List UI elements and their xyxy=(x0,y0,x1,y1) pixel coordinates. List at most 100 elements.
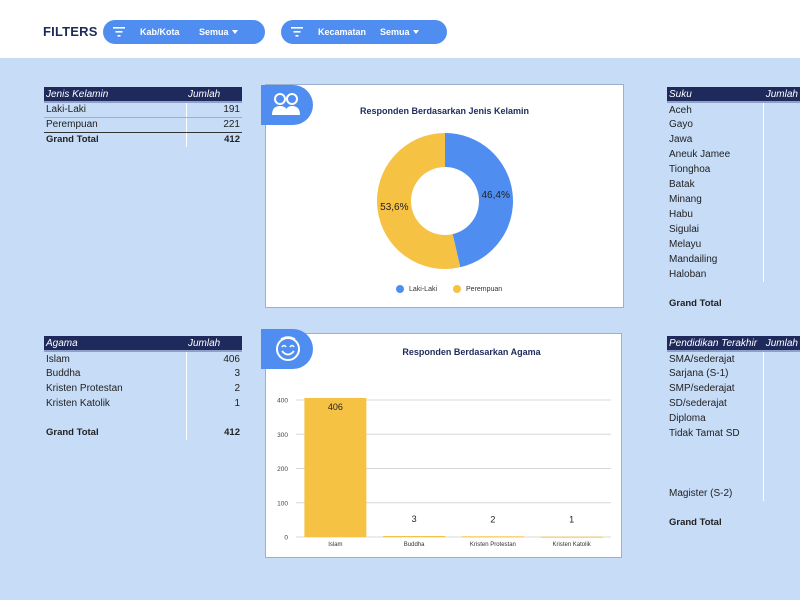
row-label: Sigulai xyxy=(669,224,700,235)
column-header[interactable]: Jumlah xyxy=(186,87,242,103)
y-tick-label: 100 xyxy=(277,500,288,507)
row-label: SMP/sederajat xyxy=(669,383,735,394)
grand-total-row: Grand Total 412 xyxy=(44,425,242,440)
chart-title: Responden Berdasarkan Jenis Kelamin xyxy=(359,106,530,116)
spacer-row xyxy=(667,501,800,515)
table-row xyxy=(667,471,800,486)
donut-slice-perempuan[interactable] xyxy=(377,133,461,269)
legend-label[interactable]: Laki-Laki xyxy=(409,285,438,293)
table-row: Sigulai xyxy=(667,222,800,237)
filter-icon xyxy=(291,27,303,37)
table-row: Perempuan 221 xyxy=(44,117,242,133)
row-value: 221 xyxy=(185,117,242,133)
row-label: Minang xyxy=(669,194,702,205)
filter-value[interactable]: Semua xyxy=(199,27,238,37)
row-label: Tidak Tamat SD xyxy=(669,428,740,439)
column-header[interactable]: Suku xyxy=(667,87,764,103)
gender-badge xyxy=(261,85,313,125)
bar-value-label: 406 xyxy=(328,402,343,412)
row-label: Haloban xyxy=(669,269,707,280)
table-row: Kristen Protestan 2 xyxy=(44,381,242,396)
table-row: Aceh xyxy=(667,102,800,117)
table-row: Aneuk Jamee xyxy=(667,147,800,162)
bar-islam[interactable] xyxy=(304,397,367,537)
x-tick-label: Buddha xyxy=(404,542,425,548)
agama-bar-chart: 0 100 200 300 400 406 Islam 3 Buddha 2 Kristen Pr… xyxy=(277,397,611,548)
bar-kristen-katolik[interactable] xyxy=(540,536,603,538)
row-label: Tionghoa xyxy=(669,164,711,175)
spacer-row xyxy=(44,411,242,425)
row-label xyxy=(667,441,764,456)
grand-total-row: Grand Total xyxy=(667,296,800,311)
table-row: Gayo xyxy=(667,117,800,132)
row-label: Kristen Katolik xyxy=(46,398,110,409)
chart-legend: Laki-Laki Perempuan xyxy=(396,285,502,293)
table-row: Islam 406 xyxy=(44,351,242,366)
gender-chart-card: Responden Berdasarkan Jenis Kelamin 46,4… xyxy=(265,84,624,308)
table-row: Laki-Laki 191 xyxy=(44,102,242,118)
column-header[interactable]: Jumlah xyxy=(763,87,800,103)
table-row xyxy=(667,441,800,456)
row-label xyxy=(667,456,764,471)
gender-table: Jenis Kelamin Jumlah Laki-Laki 191 Perem… xyxy=(44,87,242,147)
grand-total-label: Grand Total xyxy=(46,427,99,438)
x-tick-label: Kristen Protestan xyxy=(470,542,516,548)
column-header[interactable]: Jumlah xyxy=(763,336,800,352)
legend-swatch-laki-laki xyxy=(396,285,404,293)
grand-total-row: Grand Total 412 xyxy=(44,132,242,147)
table-row: Diploma xyxy=(667,411,800,426)
chevron-down-icon xyxy=(231,30,238,34)
filter-kab-kota[interactable]: Kab/Kota Semua xyxy=(103,20,265,44)
agama-badge xyxy=(261,329,313,369)
filter-name: Kab/Kota xyxy=(140,27,180,37)
donut-slice-laki-laki[interactable] xyxy=(445,133,513,268)
column-header[interactable]: Pendidikan Terakhir xyxy=(667,336,764,352)
legend-swatch-perempuan xyxy=(453,285,462,293)
x-tick-label: Islam xyxy=(328,542,342,548)
row-label: SD/sederajat xyxy=(669,398,727,409)
row-label: Sarjana (S-1) xyxy=(669,368,729,379)
row-label: Laki-Laki xyxy=(44,102,186,118)
filter-name: Kecamatan xyxy=(318,27,367,37)
row-label: SMA/sederajat xyxy=(669,353,735,365)
grand-total-value: 412 xyxy=(185,425,242,440)
row-label: Kristen Protestan xyxy=(46,383,123,394)
gender-donut-chart: 46,4% 53,6% xyxy=(377,133,513,269)
row-label: Melayu xyxy=(669,239,702,250)
bar-value-label: 3 xyxy=(412,514,417,524)
column-header[interactable]: Jumlah xyxy=(186,336,242,352)
filter-value[interactable]: Semua xyxy=(380,27,419,37)
bar-kristen-protestan[interactable] xyxy=(461,536,524,538)
table-row xyxy=(667,456,800,471)
table-row: Tidak Tamat SD xyxy=(667,426,800,441)
column-header[interactable]: Agama xyxy=(44,336,186,352)
legend-label[interactable]: Perempuan xyxy=(466,285,503,293)
row-label: Batak xyxy=(669,179,695,190)
table-row: Buddha 3 xyxy=(44,366,242,381)
table-row: Sarjana (S-1) xyxy=(667,366,800,381)
chevron-down-icon xyxy=(412,30,419,34)
slice-value-label: 46,4% xyxy=(481,190,509,201)
filter-icon xyxy=(113,27,125,37)
row-label: Diploma xyxy=(669,413,706,424)
agama-table: Agama Jumlah Islam 406 Buddha 3 Kristen Pr… xyxy=(44,336,242,440)
bar-buddha[interactable] xyxy=(383,535,446,537)
table-row: Tionghoa xyxy=(667,162,800,177)
filter-kecamatan[interactable]: Kecamatan Semua xyxy=(281,20,447,44)
filters-title: FILTERS xyxy=(43,24,98,39)
smiley-icon xyxy=(276,336,300,361)
row-label: Magister (S-2) xyxy=(669,488,733,499)
slice-value-label: 53,6% xyxy=(380,202,408,213)
row-label: Mandailing xyxy=(669,254,718,265)
table-row: Minang xyxy=(667,192,800,207)
agama-chart-card: Responden Berdasarkan Agama 0 100 200 300 40… xyxy=(265,333,622,558)
grand-total-label: Grand Total xyxy=(669,298,722,309)
y-tick-label: 400 xyxy=(277,398,288,405)
row-label: Aneuk Jamee xyxy=(669,149,731,160)
row-label: Perempuan xyxy=(44,117,186,133)
pendidikan-table: Pendidikan Terakhir Jumlah SMA/sederajat… xyxy=(667,336,800,530)
row-value: 1 xyxy=(185,396,242,411)
row-label: Habu xyxy=(669,209,693,220)
row-value: 191 xyxy=(185,102,242,118)
column-header[interactable]: Jenis Kelamin xyxy=(44,87,186,103)
